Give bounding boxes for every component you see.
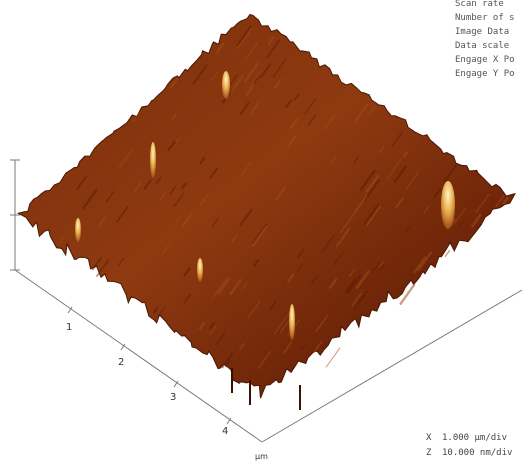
info-line: Scan rate	[455, 0, 504, 9]
info-line: Number of s	[455, 13, 515, 23]
surface-area	[18, 14, 515, 398]
surface-peak	[75, 218, 81, 242]
axis-tick-label: 1	[66, 322, 72, 333]
axis-unit: µm	[255, 452, 268, 461]
info-line: Image Data	[455, 27, 509, 37]
surface-peak	[222, 71, 230, 99]
surface-3d	[18, 14, 515, 410]
info-panel: Scan rate Number of s Image Data Data sc…	[455, 0, 515, 79]
axis-tick-label: 3	[170, 392, 176, 403]
info-line: Engage X Po	[455, 55, 515, 65]
info-line: Engage Y Po	[455, 69, 515, 79]
scale-value: 10.000 nm/div	[442, 448, 512, 458]
info-line: Data scale	[455, 41, 509, 51]
scale-info: X 1.000 µm/div Z 10.000 nm/div	[426, 433, 512, 458]
surface-peak	[197, 258, 203, 282]
surface-peak	[441, 181, 455, 229]
surface-peak	[289, 304, 295, 340]
surface-texture	[445, 250, 450, 256]
surface-peak	[150, 142, 156, 178]
scale-label: X	[426, 433, 432, 443]
axis-tick-label: 2	[118, 357, 124, 368]
scale-label: Z	[426, 448, 432, 458]
afm-figure: 1 2 3 4 µm Scan rate Number of s Image D…	[0, 0, 532, 465]
axis-tick-label: 4	[222, 426, 228, 437]
surface-texture	[326, 348, 340, 368]
scale-value: 1.000 µm/div	[442, 433, 507, 443]
